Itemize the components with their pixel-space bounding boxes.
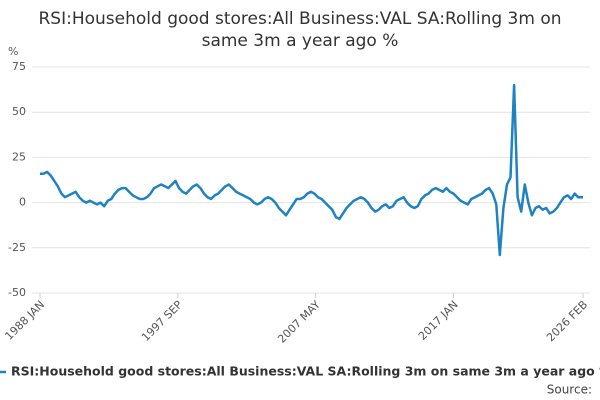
y-tick-label: 75: [12, 60, 26, 73]
x-tick-label: 2017 JAN: [416, 298, 461, 343]
x-tick-label: 2026 FEB: [544, 298, 590, 344]
y-axis-label: %: [8, 45, 18, 58]
x-tick-label: 1997 SEP: [139, 298, 185, 344]
x-tick-label: 2007 MAY: [275, 298, 323, 346]
y-tick-label: -50: [8, 286, 26, 299]
line-series: [40, 83, 583, 257]
chart-title: RSI:Household good stores:All Business:V…: [38, 9, 562, 51]
y-tick-label: 0: [19, 196, 26, 209]
x-tick-label: 1988 JAN: [2, 298, 47, 343]
y-tick-label: 50: [12, 105, 26, 118]
y-tick-label: 25: [12, 150, 26, 163]
legend-label: RSI:Household good stores:All Business:V…: [11, 364, 600, 379]
y-tick-label: -25: [8, 241, 26, 254]
source: Source:: [547, 383, 592, 397]
